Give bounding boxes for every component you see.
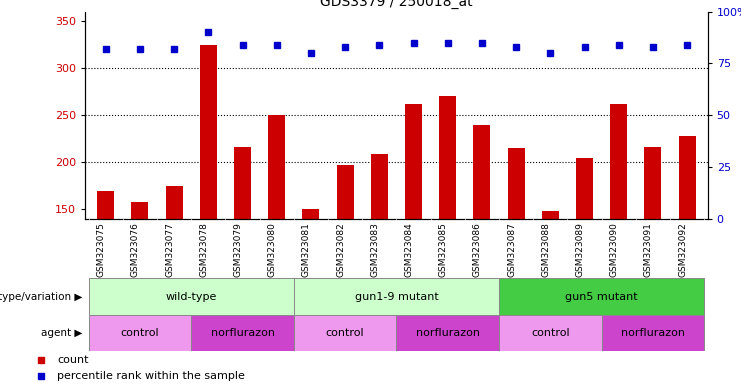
Bar (439, 96, 456, 219)
Bar (200, 45, 217, 219)
Bar (473, 125, 491, 219)
Text: GSM323087: GSM323087 (507, 222, 516, 277)
Text: GSM323085: GSM323085 (439, 222, 448, 277)
Text: control: control (326, 328, 365, 338)
Text: norflurazon: norflurazon (416, 328, 479, 338)
Bar (576, 157, 593, 219)
Text: norflurazon: norflurazon (621, 328, 685, 338)
Text: GSM323075: GSM323075 (97, 222, 106, 277)
Text: GSM323089: GSM323089 (576, 222, 585, 277)
Bar (336, 165, 353, 219)
Text: GSM323090: GSM323090 (610, 222, 619, 277)
Text: agent ▶: agent ▶ (41, 328, 83, 338)
Bar (234, 147, 251, 219)
Bar (89, 278, 294, 315)
Text: norflurazon: norflurazon (210, 328, 274, 338)
Text: GSM323078: GSM323078 (199, 222, 208, 277)
Text: GSM323077: GSM323077 (165, 222, 174, 277)
Text: count: count (57, 356, 89, 366)
Text: GSM323084: GSM323084 (405, 222, 413, 276)
Bar (396, 315, 499, 351)
Text: GSM323088: GSM323088 (542, 222, 551, 277)
Bar (191, 315, 294, 351)
Text: GSM323092: GSM323092 (678, 222, 687, 276)
Bar (679, 136, 696, 219)
Bar (645, 147, 662, 219)
Text: GSM323076: GSM323076 (131, 222, 140, 277)
Bar (542, 211, 559, 219)
Bar (610, 104, 628, 219)
Bar (508, 148, 525, 219)
Bar (499, 315, 602, 351)
Bar (131, 202, 148, 219)
Text: control: control (121, 328, 159, 338)
Bar (294, 315, 396, 351)
Title: GDS3379 / 250018_at: GDS3379 / 250018_at (320, 0, 473, 9)
Bar (268, 115, 285, 219)
Bar (499, 278, 704, 315)
Text: GSM323079: GSM323079 (233, 222, 242, 277)
Bar (405, 104, 422, 219)
Text: GSM323091: GSM323091 (644, 222, 653, 277)
Text: genotype/variation ▶: genotype/variation ▶ (0, 291, 83, 302)
Text: wild-type: wild-type (165, 291, 217, 302)
Text: GSM323086: GSM323086 (473, 222, 482, 277)
Bar (302, 209, 319, 219)
Text: gun1-9 mutant: gun1-9 mutant (354, 291, 439, 302)
Text: control: control (531, 328, 570, 338)
Bar (165, 186, 183, 219)
Text: GSM323082: GSM323082 (336, 222, 345, 276)
Text: GSM323081: GSM323081 (302, 222, 311, 277)
Text: percentile rank within the sample: percentile rank within the sample (57, 371, 245, 381)
Text: gun5 mutant: gun5 mutant (565, 291, 638, 302)
Bar (89, 315, 191, 351)
Text: GSM323083: GSM323083 (370, 222, 379, 277)
Text: GSM323080: GSM323080 (268, 222, 276, 277)
Bar (294, 278, 499, 315)
Bar (602, 315, 704, 351)
Bar (370, 154, 388, 219)
Bar (97, 190, 114, 219)
